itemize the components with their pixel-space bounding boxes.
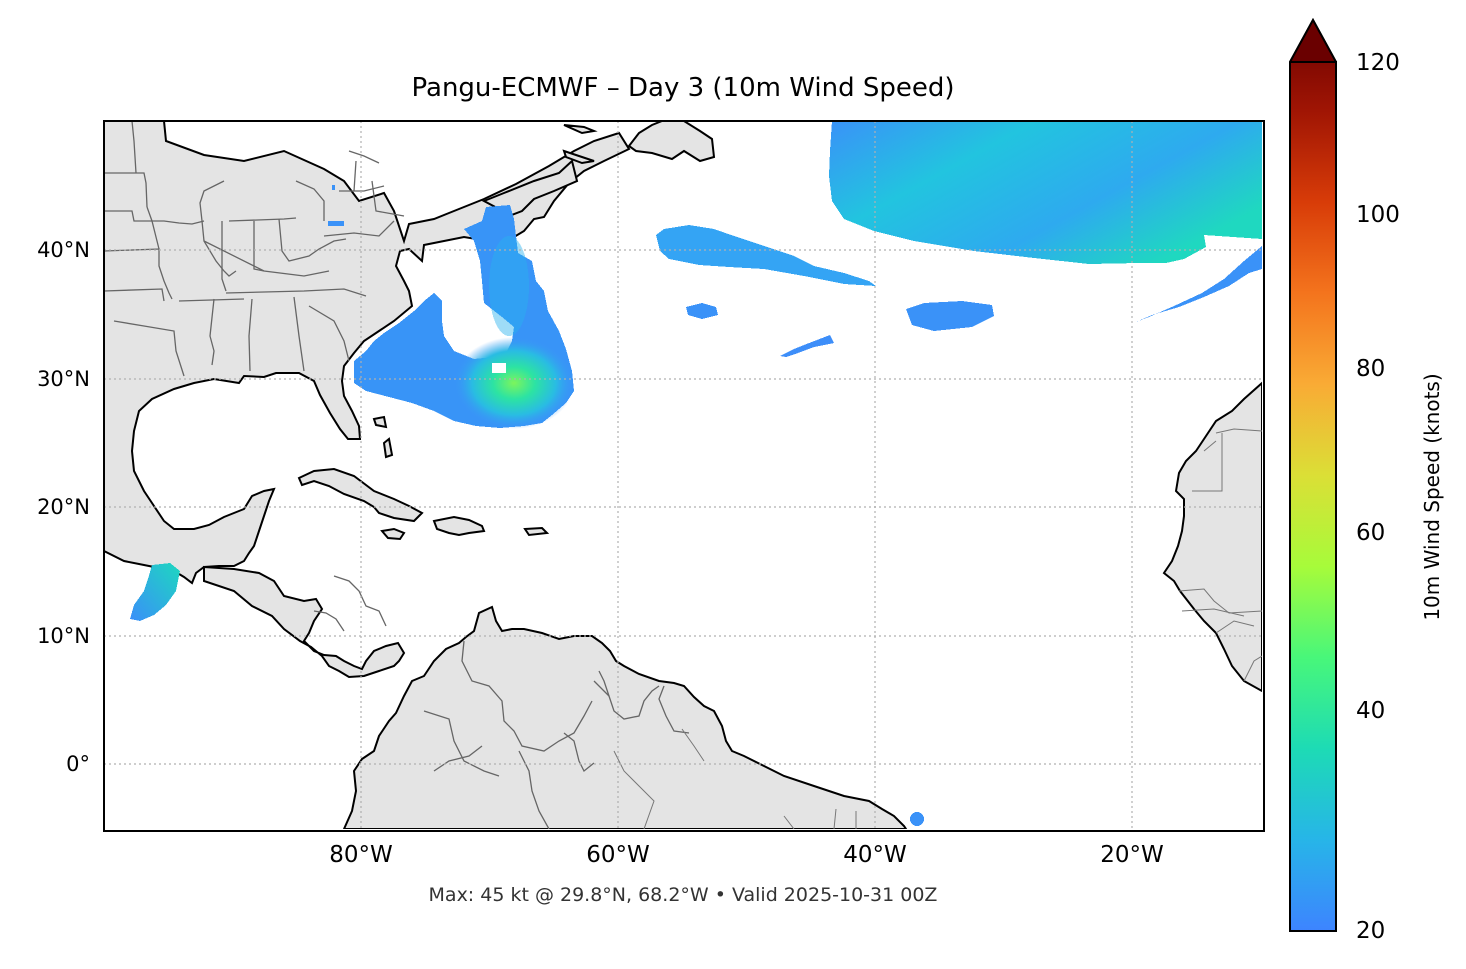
figure-title: Pangu-ECMWF – Day 3 (10m Wind Speed) (411, 73, 955, 103)
colorbar-tick: 100 (1356, 202, 1400, 228)
x-tick-label: 40°W (843, 842, 907, 868)
gridlines (104, 121, 1262, 829)
colorbar-tick: 120 (1356, 50, 1400, 76)
land-south-america (342, 605, 908, 829)
political-borders (104, 121, 690, 829)
x-tick-label: 60°W (586, 842, 650, 868)
colorbar-tick: 80 (1356, 356, 1386, 382)
wind-region-north-atlantic (829, 121, 1262, 264)
colorbar-tick: 20 (1356, 918, 1386, 944)
y-tick-label: 40°N (37, 238, 90, 262)
map-panel (104, 121, 1262, 829)
colorbar-label: 10m Wind Speed (knots) (1420, 373, 1444, 621)
y-tick-label: 10°N (37, 624, 90, 648)
state-borders-thin (613, 428, 1262, 829)
y-tick-label: 20°N (37, 495, 90, 519)
figure-footer: Max: 45 kt @ 29.8°N, 68.2°W • Valid 2025… (428, 884, 938, 906)
wind-region-brazil (910, 812, 924, 826)
colorbar-tick: 60 (1356, 520, 1386, 546)
colorbar-tick: 40 (1356, 698, 1386, 724)
map-canvas (104, 121, 1262, 829)
y-tick-label: 0° (66, 752, 90, 776)
wind-region-patch-2 (906, 301, 994, 331)
wind-region-lake (328, 221, 344, 226)
wind-region-patch-3 (780, 335, 834, 357)
x-tick-label: 20°W (1100, 842, 1164, 868)
wind-speed-field (130, 121, 1262, 826)
wind-region-patch-1 (686, 303, 718, 319)
x-tick-label: 80°W (329, 842, 393, 868)
colorbar (1289, 18, 1337, 932)
wind-region-mid-streak (656, 225, 876, 286)
wind-region-tehuantepec (130, 563, 180, 621)
y-tick-label: 30°N (37, 367, 90, 391)
